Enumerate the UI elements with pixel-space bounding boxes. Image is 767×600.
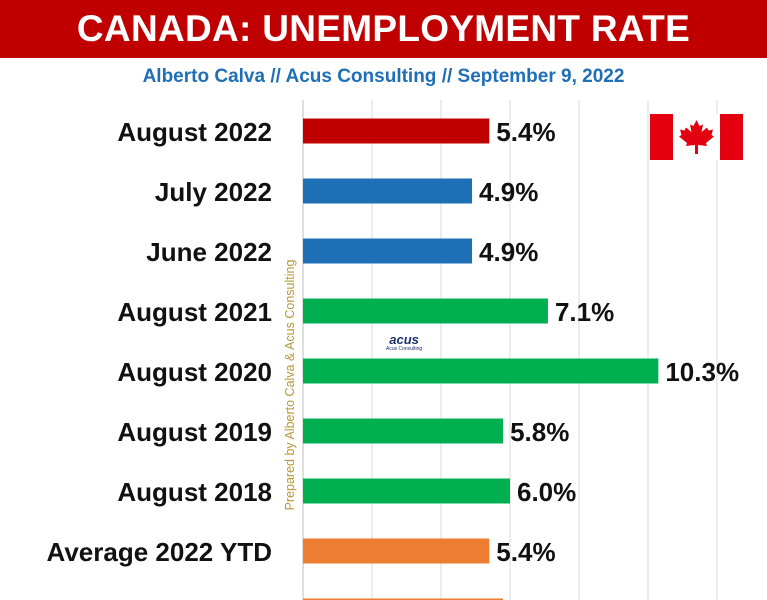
data-label: 7.1%: [555, 297, 614, 327]
labels: August 2022 5.4% July 2022 4.9% June 2022 4.9…: [47, 117, 740, 600]
bars: [303, 118, 659, 600]
chart-title-banner: CANADA: UNEMPLOYMENT RATE: [0, 0, 767, 58]
category-label: August 2019: [117, 417, 272, 447]
bar: [303, 238, 473, 264]
data-label: 6.0%: [517, 477, 576, 507]
chart-title: CANADA: UNEMPLOYMENT RATE: [76, 8, 691, 49]
data-label: 4.9%: [479, 177, 538, 207]
logo-sub-text: Acus Consulting: [386, 346, 423, 352]
data-label: 4.9%: [479, 237, 538, 267]
bar: [303, 538, 490, 564]
category-label: August 2019: [117, 597, 272, 600]
data-label: 5.4%: [496, 117, 555, 147]
category-label: Average 2022 YTD: [47, 537, 272, 567]
category-label: August 2018: [117, 477, 272, 507]
category-label: August 2021: [117, 297, 272, 327]
bar: [303, 358, 659, 384]
data-label: 5.4%: [496, 537, 555, 567]
data-label: 5.8%: [510, 597, 569, 600]
acus-logo: acus Acus Consulting: [386, 333, 422, 352]
data-label: 5.8%: [510, 417, 569, 447]
chart-subtitle: Alberto Calva // Acus Consulting // Sept…: [142, 66, 625, 87]
watermark-text: Prepared by Alberto Calva & Acus Consult…: [283, 259, 297, 511]
category-label: July 2022: [155, 177, 272, 207]
category-label: August 2020: [117, 357, 272, 387]
bar: [303, 298, 548, 324]
data-label: 10.3%: [665, 357, 739, 387]
category-label: August 2022: [117, 117, 272, 147]
bar: [303, 118, 490, 144]
bar: [303, 598, 504, 600]
gridlines: [302, 100, 718, 600]
bar: [303, 178, 473, 204]
canada-flag-icon: [650, 114, 743, 160]
bar: [303, 418, 504, 444]
logo-main-text: acus: [389, 332, 419, 347]
category-label: June 2022: [146, 237, 272, 267]
bar: [303, 478, 510, 504]
